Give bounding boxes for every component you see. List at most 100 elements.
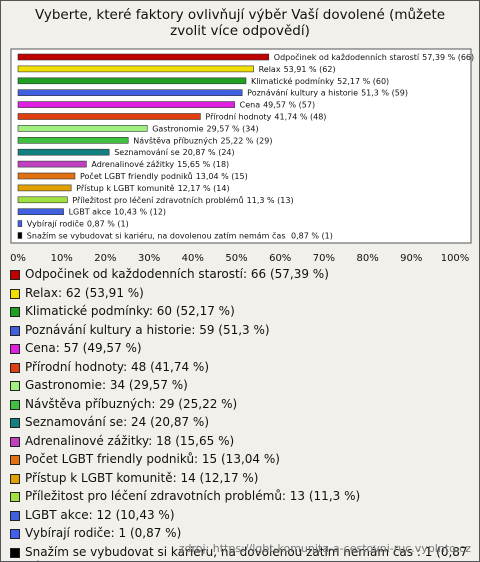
bar xyxy=(17,137,129,144)
value-label: 13,04 % (15) xyxy=(196,172,248,181)
category-label: Adrenalinové zážitky xyxy=(91,159,174,169)
value-label: 29,57 % (34) xyxy=(207,124,259,133)
category-label: Gastronomie xyxy=(152,124,203,133)
value-label: 12,17 % (14) xyxy=(178,183,230,192)
legend-swatch xyxy=(10,492,20,502)
legend-entry: Adrenalinové zážitky: 18 (15,65 %) xyxy=(9,434,471,448)
legend-label: Počet LGBT friendly podniků: 15 (13,04 %… xyxy=(25,452,280,466)
bar-label: Vybírají rodiče 0,87 % (1) xyxy=(27,218,129,228)
category-label: Odpočinek od každodenních starostí xyxy=(274,52,420,62)
bar xyxy=(17,125,148,132)
legend-entry: Návštěva příbuzných: 29 (25,22 %) xyxy=(9,397,471,411)
source: zdroj: https://lgbt-komunita-a-cestovni-… xyxy=(178,542,471,555)
legend-label: LGBT akce: 12 (10,43 %) xyxy=(25,507,175,522)
bar-label: Přístup k LGBT komunitě 12,17 % (14) xyxy=(76,183,229,192)
category-label: Poznávání kultury a historie xyxy=(247,88,358,97)
legend-entry: Odpočinek od každodenních starostí: 66 (… xyxy=(9,267,471,281)
bar-label: Seznamování se 20,87 % (24) xyxy=(114,148,234,157)
chart: 0% 10% 20% 30% 40% 50% 60% 70% 80% 90% 100% Odpočin… xyxy=(10,48,474,263)
legend-entry: Klimatické podmínky: 60 (52,17 %) xyxy=(9,304,471,318)
bar-label: Klimatické podmínky 52,17 % (60) xyxy=(251,75,389,85)
bar xyxy=(17,65,254,73)
value-label: 49,57 % (57) xyxy=(263,100,315,109)
category-label: Počet LGBT friendly podniků xyxy=(80,171,193,181)
category-label: Přírodní hodnoty xyxy=(205,112,271,121)
legend-swatch xyxy=(10,547,20,558)
value-label: 53,91 % (62) xyxy=(284,64,336,73)
bar-label: LGBT akce 10,43 % (12) xyxy=(69,207,166,216)
category-label: Cena xyxy=(240,100,261,109)
bar xyxy=(17,172,76,180)
x-tick-label: 30% xyxy=(138,253,160,263)
legend-swatch xyxy=(10,455,20,465)
x-tick-label: 70% xyxy=(313,253,335,263)
legend-label: Seznamování se: 24 (20,87 %) xyxy=(25,415,210,429)
legend-label: Adrenalinové zážitky: 18 (15,65 %) xyxy=(25,433,235,448)
legend-entry: Seznamování se: 24 (20,87 %) xyxy=(9,415,471,429)
legend-label: Příležitost pro léčení zdravotních probl… xyxy=(25,489,361,503)
bar xyxy=(17,232,23,239)
bar xyxy=(17,53,270,61)
category-label: Klimatické podmínky xyxy=(251,75,334,85)
legend-swatch xyxy=(10,473,20,484)
legend-entry: Poznávání kultury a historie: 59 (51,3 %… xyxy=(9,323,471,337)
x-tick-label: 80% xyxy=(356,253,378,263)
legend-entry: Přírodní hodnoty: 48 (41,74 %) xyxy=(9,360,471,374)
value-label: 52,17 % (60) xyxy=(337,76,389,85)
legend-swatch xyxy=(10,436,20,447)
value-label: 10,43 % (12) xyxy=(114,207,166,216)
legend-entry: Počet LGBT friendly podniků: 15 (13,04 %… xyxy=(9,452,471,466)
value-label: 0,87 % (1) xyxy=(291,231,333,240)
bar xyxy=(17,148,110,156)
bar xyxy=(17,184,72,192)
bar-label: Přírodní hodnoty 41,74 % (48) xyxy=(205,112,326,121)
chart-title: Vyberte, které faktory ovlivňují výběr V… xyxy=(34,7,446,39)
legend-label: Přírodní hodnoty: 48 (41,74 %) xyxy=(25,359,209,374)
legend-label: Klimatické podmínky: 60 (52,17 %) xyxy=(25,304,235,318)
legend-label: Odpočinek od každodenních starostí: 66 (… xyxy=(25,267,329,281)
legend-swatch xyxy=(10,325,20,336)
x-tick-label: 100% xyxy=(441,253,470,263)
legend-label: Vybírají rodiče: 1 (0,87 %) xyxy=(25,526,182,540)
x-tick-label: 20% xyxy=(94,253,116,263)
x-tick-label: 90% xyxy=(400,253,422,263)
category-label: LGBT akce xyxy=(69,207,112,216)
x-tick-label: 0% xyxy=(10,253,26,263)
legend-entry: Relax: 62 (53,91 %) xyxy=(9,286,471,300)
category-label: Návštěva příbuzných xyxy=(133,135,217,145)
bar-label: Gastronomie 29,57 % (34) xyxy=(152,124,258,133)
legend-swatch xyxy=(10,270,20,280)
value-label: 11,3 % (13) xyxy=(247,195,294,204)
category-label: Přístup k LGBT komunitě xyxy=(76,183,174,192)
legend-label: Cena: 57 (49,57 %) xyxy=(25,341,142,355)
legend-swatch xyxy=(10,381,20,391)
bar xyxy=(17,208,64,215)
value-label: 0,87 % (1) xyxy=(87,219,129,228)
bar-label: Relax 53,91 % (62) xyxy=(259,64,336,73)
bar-label: Příležitost pro léčení zdravotních probl… xyxy=(72,194,293,204)
bar-label: Poznávání kultury a historie 51,3 % (59) xyxy=(247,88,408,97)
bar-label: Cena 49,57 % (57) xyxy=(240,100,316,109)
legend-swatch xyxy=(10,529,20,539)
legend-entry: Cena: 57 (49,57 %) xyxy=(9,341,471,355)
legend-swatch xyxy=(10,399,20,410)
legend-swatch xyxy=(10,362,20,373)
bar-label: Počet LGBT friendly podniků 13,04 % (15) xyxy=(80,171,248,181)
legend-entry: Snažím se vybudovat si kariéru, na dovol… xyxy=(9,544,471,562)
category-label: Vybírají rodiče xyxy=(27,218,84,228)
legend-entry: Gastronomie: 34 (29,57 %) xyxy=(9,378,471,392)
bar-label: Odpočinek od každodenních starostí 57,39 … xyxy=(274,52,474,62)
bar xyxy=(17,89,243,96)
legend-entry: LGBT akce: 12 (10,43 %) xyxy=(9,508,471,522)
bar-label: Návštěva příbuzných 25,22 % (29) xyxy=(133,135,272,145)
legend-swatch xyxy=(10,510,20,521)
bar xyxy=(17,196,68,204)
legend-entry: Přístup k LGBT komunitě: 14 (12,17 %) xyxy=(9,471,471,485)
category-label: Snažím se vybudovat si kariéru, na dovol… xyxy=(27,230,288,240)
legend-swatch xyxy=(10,288,20,299)
value-label: 51,3 % (59) xyxy=(361,88,408,97)
legend-label: Poznávání kultury a historie: 59 (51,3 %… xyxy=(25,322,270,337)
value-label: 25,22 % (29) xyxy=(220,136,272,145)
x-tick-label: 40% xyxy=(182,253,204,263)
legend-label: Snažím se vybudovat si kariéru, na dovol… xyxy=(25,544,468,562)
